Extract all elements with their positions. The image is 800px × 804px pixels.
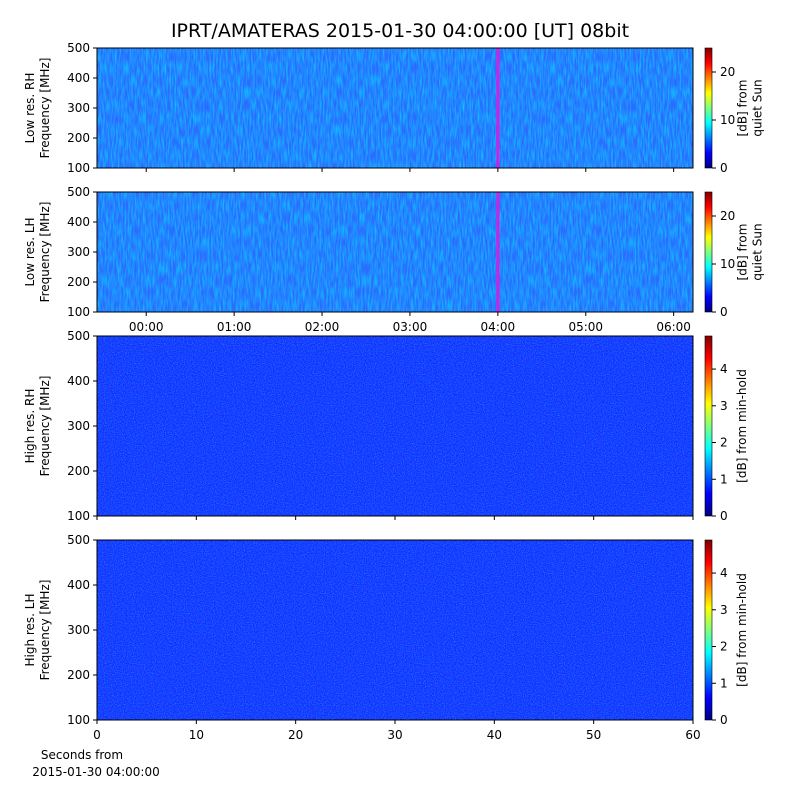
y-tick-label: 300	[67, 419, 90, 433]
x-tick-label: 40	[487, 728, 502, 742]
colorbar-label: [dB] from	[736, 80, 750, 137]
y-tick-label: 300	[67, 101, 90, 115]
colorbar-tick-label: 1	[720, 472, 728, 486]
y-label: Low res. RH	[23, 73, 37, 144]
colorbar-tick-label: 4	[720, 566, 728, 580]
y-label: High res. LH	[23, 593, 37, 666]
spectrogram-texture	[97, 48, 693, 168]
y-tick-label: 500	[67, 185, 90, 199]
colorbar-label: [dB] from min-hold	[735, 369, 749, 483]
x-tick-label: 50	[586, 728, 601, 742]
x-label: 2015-01-30 04:00:00	[32, 765, 159, 779]
colorbar-tick-label: 10	[720, 257, 735, 271]
y-tick-label: 100	[67, 509, 90, 523]
y-tick-label: 400	[67, 71, 90, 85]
spectrogram-texture	[97, 192, 693, 312]
x-tick-label: 10	[189, 728, 204, 742]
x-tick-label: 05:00	[568, 320, 603, 334]
y-tick-label: 300	[67, 245, 90, 259]
x-tick-label: 02:00	[305, 320, 340, 334]
y-label: High res. RH	[23, 389, 37, 464]
x-tick-label: 00:00	[129, 320, 164, 334]
spectrogram-texture	[97, 336, 693, 516]
y-tick-label: 100	[67, 305, 90, 319]
colorbar-tick-label: 2	[720, 640, 728, 654]
spectrogram-texture	[97, 540, 693, 720]
x-tick-label: 06:00	[656, 320, 691, 334]
x-tick-label: 60	[685, 728, 700, 742]
y-tick-label: 400	[67, 578, 90, 592]
x-tick-label: 04:00	[481, 320, 516, 334]
x-tick-label: 03:00	[393, 320, 428, 334]
colorbar-tick-label: 1	[720, 676, 728, 690]
y-tick-label: 200	[67, 275, 90, 289]
y-tick-label: 200	[67, 464, 90, 478]
colorbar	[704, 47, 713, 169]
title: IPRT/AMATERAS 2015-01-30 04:00:00 [UT] 0…	[171, 20, 629, 42]
colorbar	[704, 191, 713, 313]
x-tick-label: 30	[387, 728, 402, 742]
colorbar-label: [dB] from min-hold	[735, 573, 749, 687]
y-tick-label: 300	[67, 623, 90, 637]
colorbar-tick-label: 10	[720, 113, 735, 127]
colorbar	[704, 539, 713, 721]
y-tick-label: 100	[67, 713, 90, 727]
colorbar-tick-label: 3	[720, 399, 728, 413]
colorbar-label: [dB] from	[736, 224, 750, 281]
y-tick-label: 400	[67, 374, 90, 388]
y-tick-label: 100	[67, 161, 90, 175]
y-tick-label: 200	[67, 131, 90, 145]
colorbar-tick-label: 0	[720, 161, 728, 175]
colorbar-tick-label: 0	[720, 509, 728, 523]
y-tick-label: 500	[67, 533, 90, 547]
colorbar-tick-label: 20	[720, 209, 735, 223]
y-label: Frequency [MHz]	[38, 376, 52, 477]
colorbar-label: quiet Sun	[751, 79, 765, 136]
x-tick-label: 01:00	[217, 320, 252, 334]
colorbar-tick-label: 0	[720, 305, 728, 319]
y-label: Frequency [MHz]	[38, 202, 52, 303]
colorbar-label: quiet Sun	[751, 223, 765, 280]
x-tick-label: 20	[288, 728, 303, 742]
y-label: Low res. LH	[23, 217, 37, 286]
x-tick-label: 0	[93, 728, 101, 742]
colorbar-tick-label: 4	[720, 362, 728, 376]
colorbar	[704, 335, 713, 517]
y-label: Frequency [MHz]	[38, 580, 52, 681]
y-tick-label: 500	[67, 329, 90, 343]
colorbar-tick-label: 3	[720, 603, 728, 617]
colorbar-tick-label: 20	[720, 65, 735, 79]
y-label: Frequency [MHz]	[38, 58, 52, 159]
y-tick-label: 200	[67, 668, 90, 682]
colorbar-tick-label: 0	[720, 713, 728, 727]
colorbar-tick-label: 2	[720, 436, 728, 450]
y-tick-label: 400	[67, 215, 90, 229]
x-label: Seconds from	[41, 748, 123, 762]
y-tick-label: 500	[67, 41, 90, 55]
